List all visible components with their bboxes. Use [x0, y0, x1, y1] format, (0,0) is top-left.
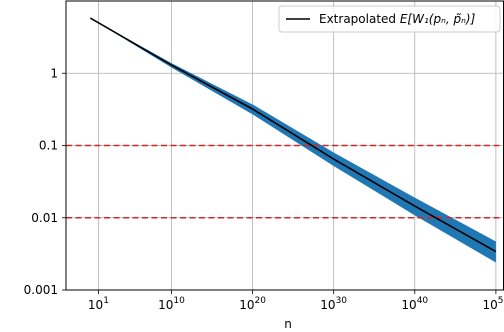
x-tick-label: 1020 [239, 296, 266, 312]
y-tick-label: 0.001 [24, 283, 58, 297]
x-tick-label: 1010 [158, 296, 185, 312]
y-tick-label: 0.01 [31, 211, 58, 225]
y-axis-ticks: 0.001 0.01 0.1 1 [24, 66, 66, 297]
legend: Extrapolated E[W₁(pₙ, p̃ₙ)] [278, 5, 501, 33]
x-tick-label: 1040 [401, 296, 428, 312]
legend-label: Extrapolated E[W₁(pₙ, p̃ₙ)] [319, 12, 476, 26]
y-tick-label: 0.1 [39, 139, 58, 153]
uncertainty-band [90, 18, 496, 263]
legend-box [278, 5, 501, 33]
x-axis-label: n [284, 317, 292, 331]
y-tick-label: 1 [50, 66, 58, 80]
confidence-band [90, 18, 496, 263]
threshold-lines [66, 144, 504, 219]
x-tick-label: 1030 [320, 296, 347, 312]
series-line [89, 17, 497, 253]
x-tick-label: 101 [88, 296, 109, 312]
series-lines [89, 17, 497, 253]
